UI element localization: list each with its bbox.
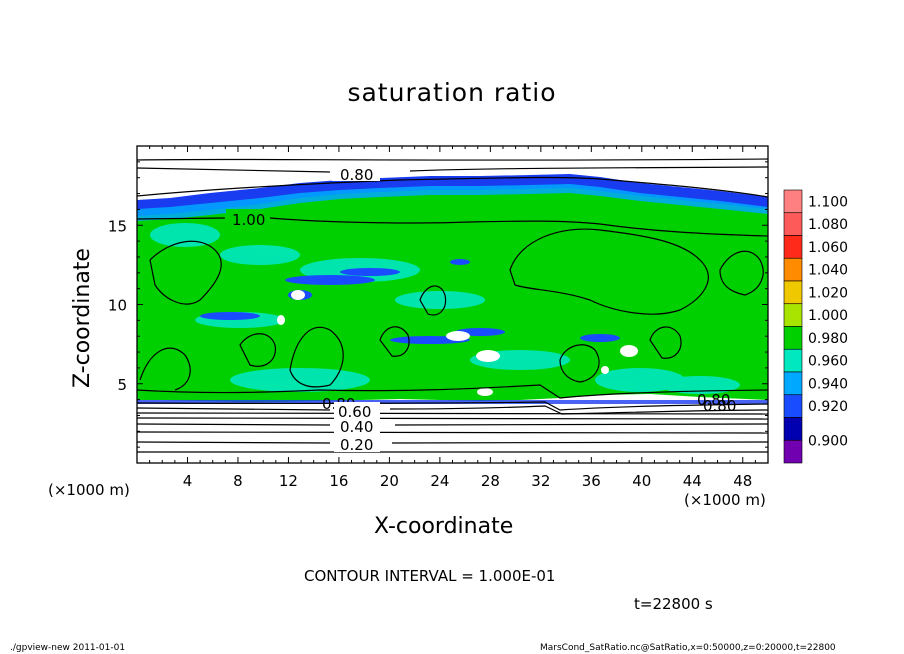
x-tick-label: 20: [380, 472, 399, 490]
contour-line: [139, 347, 191, 391]
contour-label-mask: [334, 418, 380, 434]
contour-label-group: 0.80 1.00 0.80 0.60 0.40 0.20 0.80 0.80: [226, 163, 736, 454]
contour-label-mask: [334, 402, 380, 418]
contour-line: [136, 412, 769, 415]
colorbar-swatch: [783, 439, 803, 464]
y-tick-label: 10: [108, 297, 127, 315]
colorbar-label: 0.940: [808, 376, 848, 392]
x-axis-label: X-coordinate: [374, 514, 514, 539]
y-axis-label: Z-coordinate: [70, 248, 95, 388]
contour-lines: [136, 158, 769, 454]
contour-label: 0.20: [340, 436, 373, 454]
contour-line: [149, 240, 222, 305]
colorbar-label: 0.960: [808, 354, 848, 370]
contour-line: [136, 441, 769, 444]
colorbar-label: 1.020: [808, 285, 848, 301]
colorbar-label: 1.000: [808, 308, 848, 324]
contour-interval: CONTOUR INTERVAL = 1.000E-01: [304, 567, 556, 585]
contour-line: [559, 344, 600, 383]
contour-label: 0.80: [697, 391, 730, 409]
contour-label-mask: [334, 436, 380, 452]
colorbar-swatch: [783, 417, 803, 441]
contour-line: [136, 384, 769, 399]
contour-line: [719, 250, 764, 296]
contour-line: [136, 431, 769, 434]
saturation-field: [137, 146, 768, 463]
colorbar-swatch: [783, 326, 803, 350]
contour-line: [136, 423, 769, 426]
x-ticks: 4 8 12 16 20 24 28 32 36 40 44 48: [149, 146, 756, 490]
x-tick-label: 48: [733, 472, 752, 490]
x-tick-label: 12: [279, 472, 298, 490]
x-tick-label: 28: [481, 472, 500, 490]
x-tick-label: 4: [183, 472, 193, 490]
colorbar-swatch: [783, 212, 803, 236]
colorbar-swatch: [783, 348, 803, 373]
contour-line: [136, 176, 769, 198]
contour-label: 0.40: [340, 418, 373, 436]
x-tick-label: 8: [233, 472, 243, 490]
cloud-top-transition: [137, 184, 768, 221]
contour-line: [239, 333, 277, 367]
colorbar-label: 1.040: [808, 263, 848, 279]
colorbar-label: 1.100: [808, 194, 848, 210]
colorbar-swatch: [783, 235, 803, 259]
x-tick-label: 24: [430, 472, 449, 490]
x-tick-label: 16: [329, 472, 348, 490]
colorbar-label: 1.060: [808, 240, 848, 256]
contour-line: [136, 217, 769, 237]
x-unit-label-right: (×1000 m): [684, 491, 766, 509]
colorbar-swatch: [783, 371, 803, 396]
contour-label: 1.00: [232, 211, 265, 229]
contour-label: 0.80: [703, 397, 736, 415]
colorbar-swatch: [783, 280, 803, 305]
y-tick-label: 5: [117, 376, 127, 394]
contour-label-mask: [332, 163, 380, 181]
time-label: t=22800 s: [634, 595, 713, 613]
x-tick-label: 36: [582, 472, 601, 490]
colorbar-swatch: [783, 394, 803, 418]
colorbar-swatch: [783, 303, 803, 327]
x-tick-label: 44: [683, 472, 702, 490]
x-tick-label: 32: [531, 472, 550, 490]
x-tick-label: 40: [632, 472, 651, 490]
contour-line: [136, 166, 769, 173]
colorbar-label: 0.980: [808, 331, 848, 347]
footer-left: ./gpview-new 2011-01-01: [10, 643, 126, 653]
contour-line: [136, 417, 769, 420]
colorbar-swatch: [783, 257, 803, 282]
contour-line: [289, 326, 344, 388]
contour-line: [136, 401, 769, 411]
contour-line: [419, 285, 447, 316]
colorbar-swatch: [783, 189, 803, 214]
colorbar: 1.100 1.080 1.060 1.040 1.020 1.000 0.980 0.960…: [783, 189, 848, 464]
supersat-region: [137, 179, 768, 402]
contour-label-mask: [226, 209, 270, 227]
y-tick-label: 15: [108, 217, 127, 235]
dry-holes: [277, 290, 638, 396]
contour-line: [379, 326, 410, 357]
footer-right: MarsCond_SatRatio.nc@SatRatio,x=0:50000,…: [540, 643, 836, 653]
x-unit-label-left: (×1000 m): [48, 481, 130, 499]
y-ticks: 5 10 15: [108, 161, 768, 448]
contour-label: 0.60: [338, 403, 371, 421]
subsat-patches: [150, 223, 740, 394]
contour-line: [136, 158, 769, 161]
colorbar-label: 0.920: [808, 399, 848, 415]
colorbar-label: 0.900: [808, 433, 848, 449]
chart-title: saturation ratio: [347, 78, 557, 107]
contour-line: [649, 326, 682, 359]
colorbar-label: 1.080: [808, 217, 848, 233]
contour-label: 0.80: [340, 166, 373, 184]
contour-line: [509, 228, 709, 315]
